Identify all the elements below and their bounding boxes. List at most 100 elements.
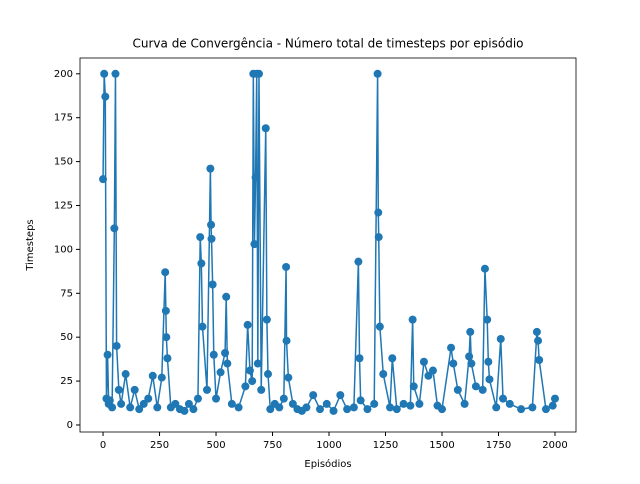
point (261, 124, 270, 133)
point (234, 403, 243, 412)
x-tick-label: 500 (206, 440, 225, 451)
point (388, 354, 397, 363)
y-tick-label: 125 (54, 200, 73, 211)
y-tick-label: 50 (60, 332, 73, 343)
point (264, 370, 273, 379)
x-tick-label: 1250 (373, 440, 398, 451)
y-axis-label: Timesteps (25, 219, 36, 271)
point (100, 69, 109, 78)
point (103, 350, 112, 359)
point (550, 394, 559, 403)
plot-frame (79, 57, 577, 433)
point (409, 382, 418, 391)
point (266, 405, 275, 414)
point (534, 336, 543, 345)
point (101, 92, 110, 101)
point (144, 394, 153, 403)
point (282, 336, 291, 345)
point (251, 173, 260, 182)
x-axis-label: Episódios (304, 458, 351, 470)
point (189, 405, 198, 414)
point (135, 405, 144, 414)
point (216, 368, 225, 377)
point (484, 357, 493, 366)
point (99, 175, 108, 184)
point (114, 385, 123, 394)
point (171, 399, 180, 408)
point (408, 315, 417, 324)
point (499, 394, 508, 403)
point (121, 370, 130, 379)
point (528, 403, 537, 412)
point (424, 371, 433, 380)
point (415, 399, 424, 408)
point (202, 385, 211, 394)
point (467, 359, 476, 368)
point (207, 234, 216, 243)
point (110, 224, 119, 233)
point (419, 357, 428, 366)
point (449, 359, 458, 368)
y-tick-label: 75 (60, 288, 73, 299)
point (447, 343, 456, 352)
point (363, 405, 372, 414)
point (485, 375, 494, 384)
point (309, 391, 318, 400)
point (196, 233, 205, 242)
point (374, 233, 383, 242)
point (356, 396, 365, 405)
x-tick-label: 0 (100, 440, 106, 451)
point (161, 268, 170, 277)
point (471, 382, 480, 391)
y-tick-label: 200 (54, 69, 73, 80)
point (480, 264, 489, 273)
point (207, 220, 216, 229)
point (548, 401, 557, 410)
point (126, 403, 135, 412)
y-tick-label: 0 (67, 420, 73, 431)
point (375, 322, 384, 331)
x-tick-label: 750 (263, 440, 282, 451)
point (370, 399, 379, 408)
point (221, 348, 230, 357)
point (532, 327, 541, 336)
point (222, 292, 231, 301)
y-tick-label: 25 (60, 376, 73, 387)
point (157, 373, 166, 382)
point (279, 394, 288, 403)
point (483, 315, 492, 324)
point (245, 366, 254, 375)
point (208, 280, 217, 289)
point (355, 354, 364, 363)
point (162, 333, 171, 342)
point (197, 259, 206, 268)
point (373, 69, 382, 78)
point (349, 403, 358, 412)
x-tick-label: 1500 (429, 440, 454, 451)
point (460, 399, 469, 408)
point (329, 406, 338, 415)
point (184, 399, 193, 408)
point (517, 405, 526, 414)
point (241, 382, 250, 391)
point (466, 327, 475, 336)
y-tick-label: 150 (54, 157, 73, 168)
point (117, 399, 126, 408)
point (111, 69, 120, 78)
point (254, 69, 263, 78)
point (161, 306, 170, 315)
point (505, 399, 514, 408)
point (180, 406, 189, 415)
point (108, 403, 117, 412)
y-tick-label: 100 (54, 244, 73, 255)
x-tick-label: 250 (150, 440, 169, 451)
point (336, 391, 345, 400)
point (275, 403, 284, 412)
point (223, 359, 232, 368)
point (288, 399, 297, 408)
point (282, 262, 291, 271)
point (322, 399, 331, 408)
point (399, 399, 408, 408)
point (284, 373, 293, 382)
